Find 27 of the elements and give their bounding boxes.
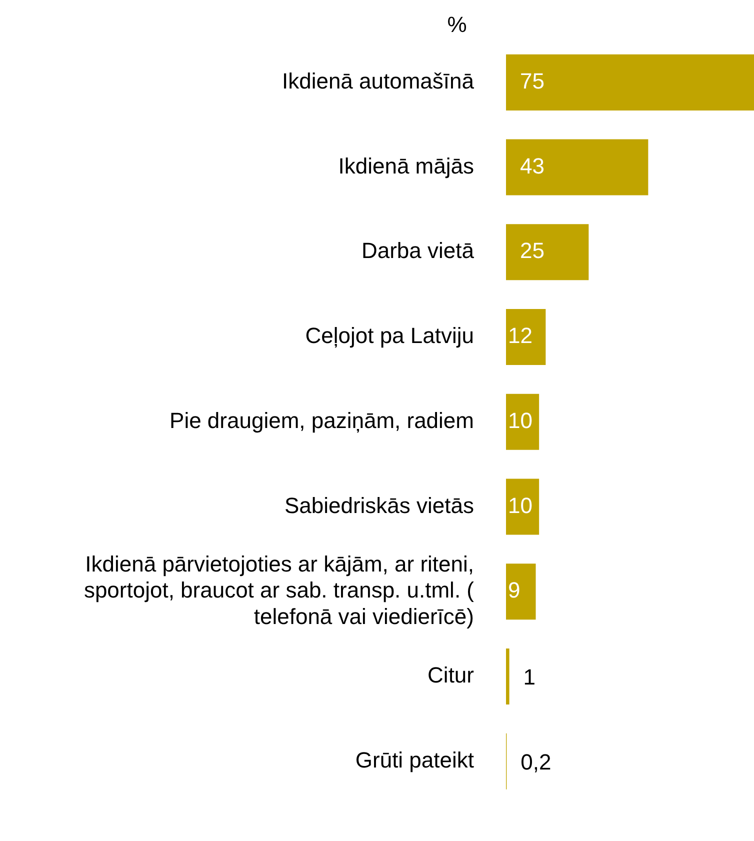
bar [506,394,540,450]
y-tick-label: Grūti pateikt [355,747,474,772]
bar [506,564,536,620]
bar [506,54,754,110]
bar [506,648,510,705]
data-label: 43 [520,153,544,178]
y-tick-label: Citur [428,662,474,688]
y-tick-label: Ikdienā pārvietojoties ar kājām, ar riteni, sportojot, braucot ar sab. transp. u.tml. ( telefonā vai viedierīcē) [84,551,475,630]
data-label: 10 [508,408,532,433]
y-tick-label: Ceļojot pa Latviju [305,323,474,348]
data-label: 10 [508,492,532,518]
data-label: 12 [508,323,532,348]
data-label: 1 [523,664,536,690]
data-label: 9 [508,578,520,603]
bar [506,309,546,366]
data-label: 25 [520,238,544,264]
y-tick-label: Ikdienā mājās [338,153,474,178]
y-tick-label: Pie draugiem, paziņām, radiem [170,408,474,433]
bar [506,224,589,280]
bar [506,139,648,196]
chart-title: % [447,12,467,38]
y-tick-label: Darba vietā [361,238,475,264]
data-label: 0,2 [520,749,552,774]
bar [506,478,540,535]
data-label: 75 [520,68,544,94]
y-tick-label: Sabiedriskās vietās [284,492,474,518]
y-tick-label: Ikdienā automašīnā [282,68,475,94]
